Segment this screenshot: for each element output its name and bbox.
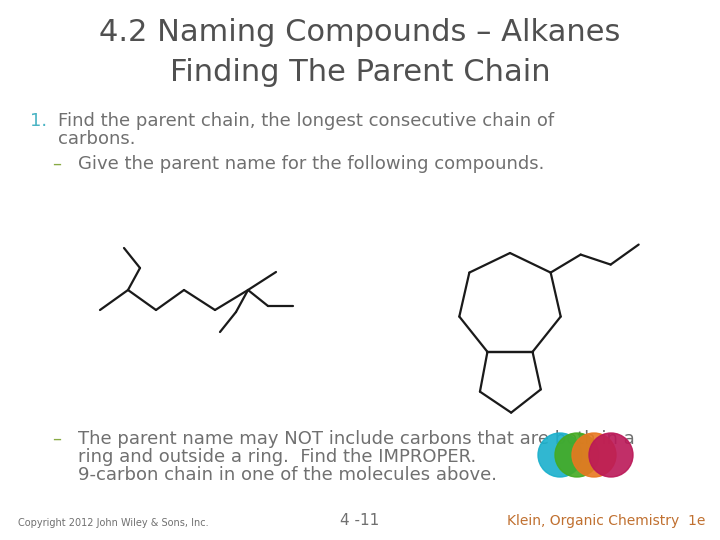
Text: ring and outside a ring.  Find the IMPROPER.: ring and outside a ring. Find the IMPROP… [78, 448, 476, 466]
Text: –: – [52, 155, 61, 173]
Text: The parent name may NOT include carbons that are both in a: The parent name may NOT include carbons … [78, 430, 635, 448]
Text: Finding The Parent Chain: Finding The Parent Chain [170, 58, 550, 87]
Text: 9-carbon chain in one of the molecules above.: 9-carbon chain in one of the molecules a… [78, 466, 497, 484]
Text: 1.: 1. [30, 112, 47, 130]
Circle shape [572, 433, 616, 477]
Text: Copyright 2012 John Wiley & Sons, Inc.: Copyright 2012 John Wiley & Sons, Inc. [18, 518, 209, 528]
Text: carbons.: carbons. [58, 130, 135, 148]
Circle shape [538, 433, 582, 477]
Text: 4 -11: 4 -11 [341, 513, 379, 528]
Text: –: – [52, 430, 61, 448]
Text: Klein, Organic Chemistry  1e: Klein, Organic Chemistry 1e [507, 514, 705, 528]
Text: Find the parent chain, the longest consecutive chain of: Find the parent chain, the longest conse… [58, 112, 554, 130]
Circle shape [589, 433, 633, 477]
Circle shape [555, 433, 599, 477]
Text: Give the parent name for the following compounds.: Give the parent name for the following c… [78, 155, 544, 173]
Text: 4.2 Naming Compounds – Alkanes: 4.2 Naming Compounds – Alkanes [99, 18, 621, 47]
